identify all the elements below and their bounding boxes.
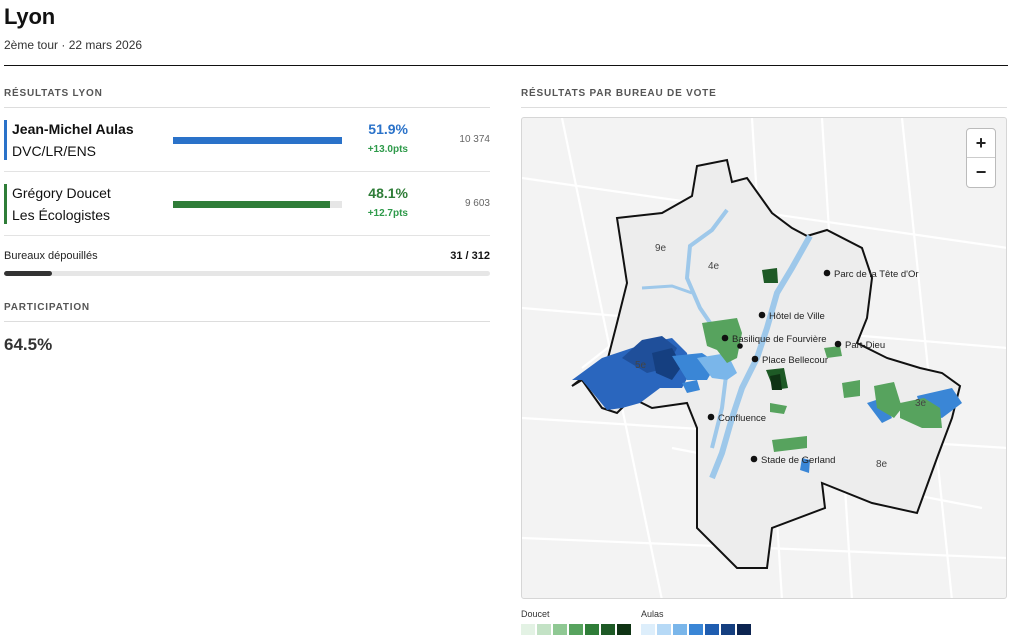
election-subtitle: 2ème tour · 22 mars 2026 xyxy=(4,38,143,52)
district-label: 8e xyxy=(876,459,888,470)
svg-text:Parc de la Tête d'Or: Parc de la Tête d'Or xyxy=(834,269,919,280)
candidate-color-marker xyxy=(4,120,7,160)
legend-swatch xyxy=(521,624,535,635)
legend-swatch xyxy=(721,624,735,635)
candidate-vote-bar xyxy=(173,201,342,208)
candidate-vote-bar-fill xyxy=(173,137,342,144)
candidate-party: DVC/LR/ENS xyxy=(12,143,97,159)
candidate-row: Jean-Michel Aulas DVC/LR/ENS 51.9% +13.0… xyxy=(4,108,490,172)
candidate-percentage: 51.9% xyxy=(368,121,408,137)
place-marker: Stade de Gerland xyxy=(750,455,835,466)
legend-swatch xyxy=(553,624,567,635)
saone-river xyxy=(684,208,730,449)
svg-text:Basilique de Fourvière: Basilique de Fourvière xyxy=(732,334,827,345)
zoom-controls: + − xyxy=(966,128,996,188)
header-divider xyxy=(4,65,1008,66)
svg-text:Part-Dieu: Part-Dieu xyxy=(845,340,885,351)
place-marker: Basilique de Fourvière xyxy=(721,334,827,345)
place-marker: Part-Dieu xyxy=(834,340,885,351)
results-map[interactable]: 9e 4e 5e 3e 8e Parc de la Tête d'Or Hôte… xyxy=(521,117,1007,599)
place-marker xyxy=(737,343,743,349)
legend-swatch xyxy=(705,624,719,635)
participation-value: 64.5% xyxy=(4,335,53,354)
legend-doucet-swatches xyxy=(521,624,631,635)
legend-aulas: Aulas xyxy=(641,609,751,635)
district-label: 4e xyxy=(708,261,720,272)
place-marker: Confluence xyxy=(707,413,766,424)
counting-value: 31 / 312 xyxy=(450,250,490,262)
candidate-votes: 9 603 xyxy=(464,198,490,209)
page-title: Lyon xyxy=(4,4,55,29)
map-canvas[interactable]: 9e 4e 5e 3e 8e Parc de la Tête d'Or Hôte… xyxy=(522,118,1007,599)
counting-progress-fill xyxy=(4,271,53,276)
participation-block: PARTICIPATION 64.5% xyxy=(4,302,490,355)
candidate-percentage: 48.1% xyxy=(368,185,408,201)
river-branch xyxy=(641,284,693,295)
candidate-color-marker xyxy=(4,184,7,224)
legend-aulas-swatches xyxy=(641,624,751,635)
place-marker: Hôtel de Ville xyxy=(758,311,825,322)
candidate-name: Jean-Michel Aulas xyxy=(12,121,134,137)
candidate-vote-bar xyxy=(173,137,342,144)
legend-doucet: Doucet xyxy=(521,609,631,635)
city-boundary xyxy=(571,158,962,569)
results-panel: RÉSULTATS LYON Jean-Michel Aulas DVC/LR/… xyxy=(4,88,490,355)
district-label: 3e xyxy=(915,398,927,409)
legend-swatch xyxy=(673,624,687,635)
svg-text:Place Bellecour: Place Bellecour xyxy=(762,355,828,366)
legend-swatch xyxy=(601,624,615,635)
place-marker: Parc de la Tête d'Or xyxy=(823,269,919,280)
page-header: Lyon 2ème tour · 22 mars 2026 xyxy=(4,4,1008,52)
legend-doucet-label: Doucet xyxy=(521,609,550,619)
results-section-label: RÉSULTATS LYON xyxy=(4,88,490,108)
legend-swatch xyxy=(737,624,751,635)
candidate-votes: 10 374 xyxy=(459,134,490,145)
place-markers: Parc de la Tête d'Or Hôtel de Ville Basi… xyxy=(707,269,919,466)
legend-swatch xyxy=(537,624,551,635)
svg-text:Stade de Gerland: Stade de Gerland xyxy=(761,455,835,466)
legend-swatch xyxy=(569,624,583,635)
zoom-in-button[interactable]: + xyxy=(967,129,995,158)
legend-swatch xyxy=(689,624,703,635)
legend-aulas-label: Aulas xyxy=(641,609,664,619)
map-section-label: RÉSULTATS PAR BUREAU DE VOTE xyxy=(521,88,1007,108)
counting-label: Bureaux dépouillés xyxy=(4,250,98,262)
counting-progress-bar xyxy=(4,271,490,276)
candidate-name: Grégory Doucet xyxy=(12,185,111,201)
candidate-party: Les Écologistes xyxy=(12,207,111,223)
legend-swatch xyxy=(617,624,631,635)
legend-swatch xyxy=(585,624,599,635)
district-label: 9e xyxy=(655,243,667,254)
zoom-out-button[interactable]: − xyxy=(975,162,987,182)
svg-text:Hôtel de Ville: Hôtel de Ville xyxy=(769,311,825,322)
map-header: RÉSULTATS PAR BUREAU DE VOTE xyxy=(521,88,1007,108)
svg-text:Confluence: Confluence xyxy=(718,413,766,424)
candidate-row: Grégory Doucet Les Écologistes 48.1% +12… xyxy=(4,172,490,236)
district-labels: 9e 4e 5e 3e 8e xyxy=(635,243,927,470)
district-label: 5e xyxy=(635,360,647,371)
candidate-delta: +12.7pts xyxy=(367,208,408,219)
participation-label: PARTICIPATION xyxy=(4,302,490,322)
legend-swatch xyxy=(641,624,655,635)
candidate-delta: +13.0pts xyxy=(367,144,408,155)
doucet-polling-areas xyxy=(702,268,942,452)
place-marker: Place Bellecour xyxy=(751,355,828,366)
legend-swatch xyxy=(657,624,671,635)
candidate-vote-bar-fill xyxy=(173,201,330,208)
map-legend: Doucet Aulas xyxy=(521,609,1007,638)
counting-progress: Bureaux dépouillés 31 / 312 xyxy=(4,240,490,280)
